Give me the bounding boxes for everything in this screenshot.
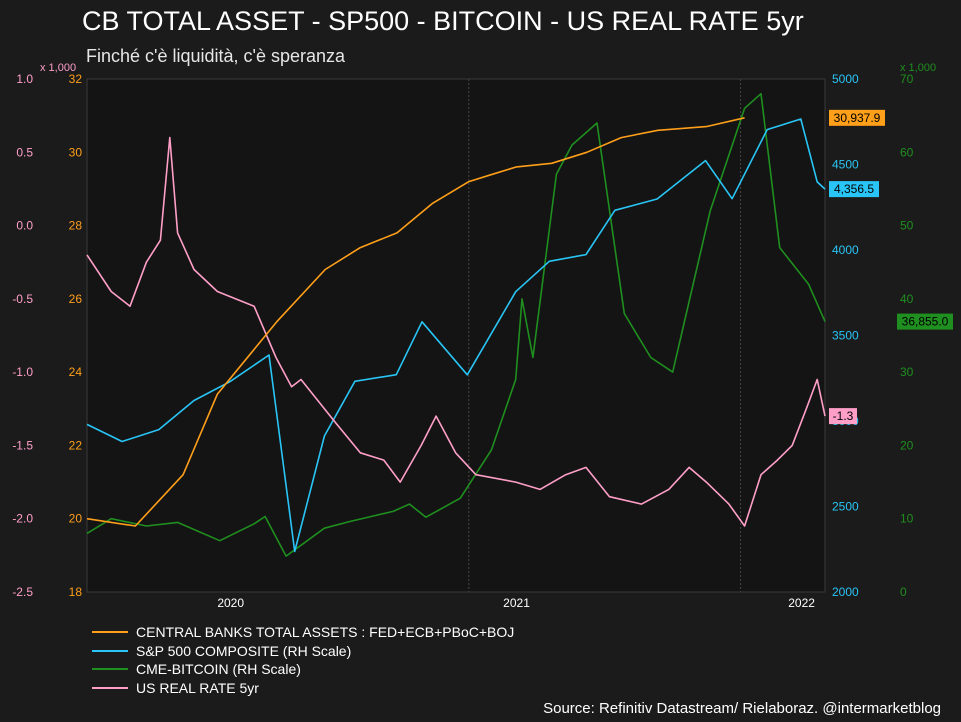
legend-label: S&P 500 COMPOSITE (RH Scale) <box>136 642 352 659</box>
end-label-text-cb_assets: 30,937.9 <box>834 111 881 125</box>
legend-swatch <box>92 631 128 634</box>
legend-label: US REAL RATE 5yr <box>136 679 259 696</box>
plot-frame <box>86 78 826 593</box>
axis-tick-label-bitcoin: 40 <box>900 292 914 306</box>
chart-subtitle: Finché c'è liquidità, c'è speranza <box>86 46 346 66</box>
series-line-real_rate <box>86 136 826 527</box>
axis-tick-label-real_rate: -1.0 <box>12 365 33 379</box>
end-label-box-sp500 <box>829 181 879 198</box>
legend-item: US REAL RATE 5yr <box>92 679 514 698</box>
axis-tick-label-real_rate: 1.0 <box>16 72 33 86</box>
axis-tick-label-bitcoin: 10 <box>900 512 914 526</box>
axis-tick-label-real_rate: 0.5 <box>16 145 33 159</box>
series-line-bitcoin <box>86 92 826 557</box>
legend-label: CENTRAL BANKS TOTAL ASSETS : FED+ECB+PBo… <box>136 624 515 641</box>
axis-tick-label-real_rate: -1.5 <box>12 438 33 452</box>
end-label-box-real_rate <box>829 408 857 425</box>
axis-tick-label-real_rate: -2.0 <box>12 512 33 526</box>
series-layer <box>86 92 826 557</box>
axis-multiplier-real_rate: x 1,000 <box>40 62 76 74</box>
axis-tick-label-bitcoin: 50 <box>900 219 914 233</box>
axis-tick-label-sp500: 3500 <box>832 329 859 343</box>
axis-tick-label-real_rate: 0.0 <box>16 219 33 233</box>
end-label-box-bitcoin <box>897 313 953 330</box>
plot-area <box>87 79 825 592</box>
axis-multiplier-bitcoin: x 1,000 <box>900 62 936 74</box>
series-line-sp500 <box>86 118 826 553</box>
x-tick-label: 2021 <box>503 596 530 610</box>
axis-tick-label-real_rate: -0.5 <box>12 292 33 306</box>
end-label-box-cb_assets <box>829 109 885 126</box>
x-axis: 2020 2021 2022 <box>217 596 815 610</box>
axis-tick-label-sp500: 2500 <box>832 500 859 514</box>
legend-swatch <box>92 668 128 671</box>
legend-item: S&P 500 COMPOSITE (RH Scale) <box>92 642 514 661</box>
right-axes: 5000450040003500300025002000706050403020… <box>832 62 936 599</box>
legend-swatch <box>92 686 128 689</box>
axis-tick-label-cb_assets: 18 <box>69 585 83 599</box>
series-line-cb_assets <box>86 117 745 527</box>
end-value-labels: 30,937.9 4,356.5 36,855.0 -1.3 <box>829 109 953 425</box>
axis-tick-label-cb_assets: 26 <box>69 292 83 306</box>
legend-label: CME-BITCOIN (RH Scale) <box>136 661 301 678</box>
x-tick-label: 2022 <box>788 596 815 610</box>
axis-tick-label-bitcoin: 30 <box>900 365 914 379</box>
axis-tick-label-cb_assets: 28 <box>69 219 83 233</box>
axis-tick-label-cb_assets: 30 <box>69 145 83 159</box>
axis-tick-label-real_rate: -2.5 <box>12 585 33 599</box>
axis-tick-label-bitcoin: 20 <box>900 438 914 452</box>
axis-tick-label-cb_assets: 32 <box>69 72 83 86</box>
end-label-text-bitcoin: 36,855.0 <box>902 315 949 329</box>
grid-lines <box>86 78 826 593</box>
axis-tick-label-cb_assets: 22 <box>69 438 83 452</box>
source-note: Source: Refinitiv Datastream/ Rielaboraz… <box>543 700 941 717</box>
axis-tick-label-sp500: 5000 <box>832 72 859 86</box>
axis-tick-label-sp500: 4500 <box>832 158 859 172</box>
axis-tick-label-sp500: 4000 <box>832 243 859 257</box>
axis-tick-label-sp500: 2000 <box>832 585 859 599</box>
x-tick-label: 2020 <box>217 596 244 610</box>
end-label-text-real_rate: -1.3 <box>833 409 854 423</box>
legend: CENTRAL BANKS TOTAL ASSETS : FED+ECB+PBo… <box>92 623 514 697</box>
axis-tick-label-bitcoin: 0 <box>900 585 907 599</box>
axis-tick-label-cb_assets: 20 <box>69 512 83 526</box>
legend-item: CME-BITCOIN (RH Scale) <box>92 660 514 679</box>
axis-tick-label-bitcoin: 70 <box>900 72 914 86</box>
axis-tick-label-bitcoin: 60 <box>900 145 914 159</box>
chart-title: CB TOTAL ASSET - SP500 - BITCOIN - US RE… <box>82 6 804 36</box>
end-label-text-sp500: 4,356.5 <box>834 182 874 196</box>
legend-item: CENTRAL BANKS TOTAL ASSETS : FED+ECB+PBo… <box>92 623 514 642</box>
legend-swatch <box>92 649 128 652</box>
axis-tick-label-cb_assets: 24 <box>69 365 83 379</box>
